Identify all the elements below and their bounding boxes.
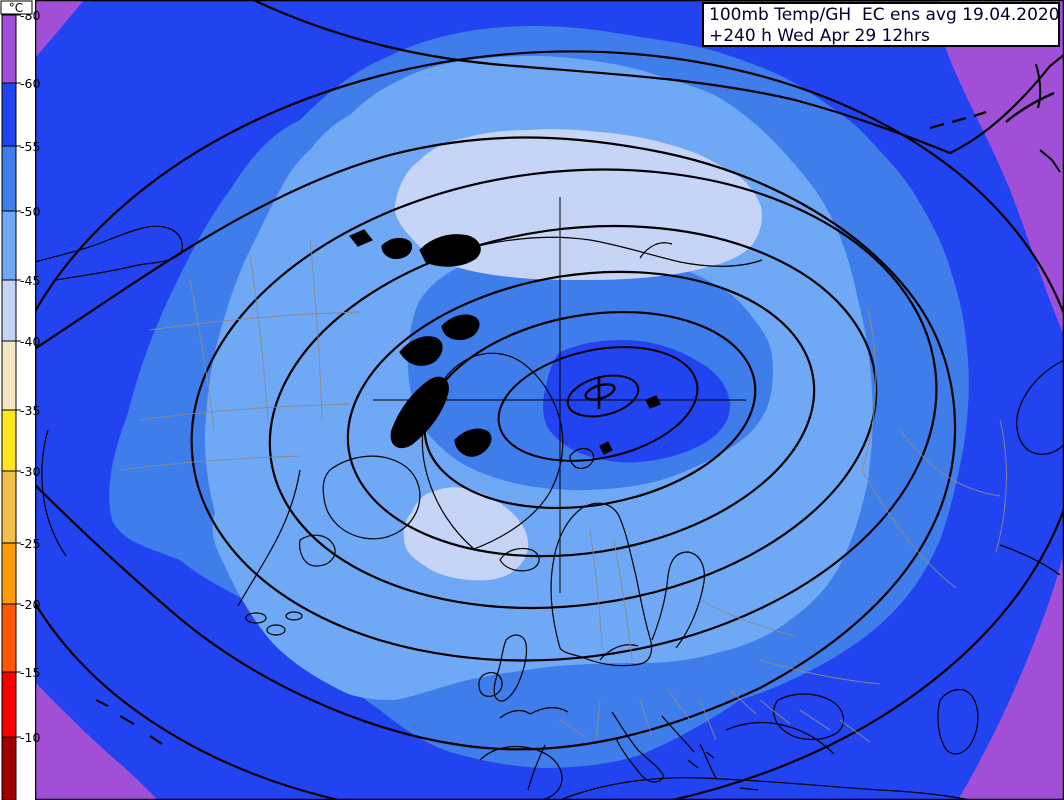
colorbar-segment	[1, 470, 17, 544]
colorbar-segment	[1, 671, 17, 738]
colorbar-unit-label: °C	[9, 1, 23, 15]
temperature-colorbar: -80-60-55-50-45-40-35-30-25-20-15-10°C	[0, 0, 40, 800]
colorbar-tick-label: -60	[20, 76, 40, 91]
low-center-marker	[584, 376, 616, 409]
colorbar-segment	[1, 82, 17, 147]
colorbar-segment	[1, 145, 17, 212]
colorbar-tick-label: -25	[20, 536, 40, 551]
colorbar-segment	[1, 542, 17, 605]
colorbar-tick-label: -30	[20, 464, 40, 479]
colorbar-tick-label: -40	[20, 334, 40, 349]
colorbar-segment	[1, 279, 17, 342]
temp-band-purple	[35, 0, 1064, 800]
colorbar-tick-label: -50	[20, 204, 40, 219]
temp-core-pale-greenland	[403, 487, 529, 581]
colorbar-segment	[1, 603, 17, 673]
colorbar-segment	[1, 210, 17, 281]
colorbar-tick-label: -15	[20, 665, 40, 680]
colorbar-tick-label: -55	[20, 139, 40, 154]
colorbar-segment	[1, 14, 17, 84]
title-box: 100mb Temp/GH EC ens avg 19.04.2020 12:0…	[702, 2, 1060, 47]
colorbar-tick-label: -35	[20, 403, 40, 418]
colorbar-segment	[1, 409, 17, 472]
country-borders	[119, 239, 1007, 743]
title-line-2: +240 h Wed Apr 29 12hrs	[709, 26, 930, 46]
title-line-1: 100mb Temp/GH EC ens avg 19.04.2020 12:0…	[709, 5, 1060, 25]
colorbar-segment	[1, 340, 17, 411]
colorbar-tick-label: -45	[20, 273, 40, 288]
coastlines	[35, 63, 1064, 800]
colorbar-tick-label: -10	[20, 730, 40, 745]
temp-pocket-strong-blue	[543, 340, 730, 463]
colorbar-tick-label: -20	[20, 597, 40, 612]
colorbar-segment	[1, 736, 17, 800]
